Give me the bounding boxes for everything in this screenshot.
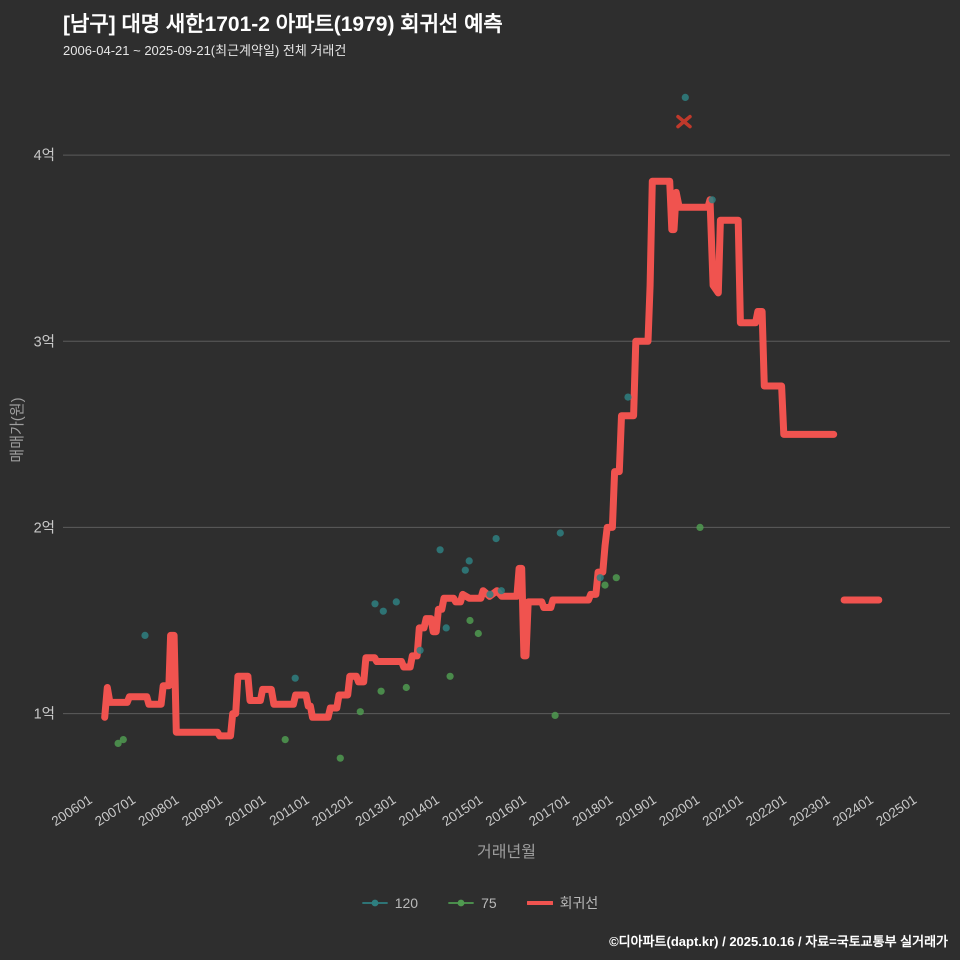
x-tick-label: 200701	[92, 792, 138, 829]
chart-legend: 120 75 회귀선	[0, 893, 960, 913]
x-tick-label: 202001	[656, 792, 702, 829]
x-tick-label: 201101	[267, 792, 312, 829]
x-tick-201201: 201201	[309, 792, 355, 829]
x-tick-201801: 201801	[570, 792, 616, 829]
scatter-point-120	[624, 393, 632, 401]
x-tick-202301: 202301	[787, 792, 833, 829]
scatter-point-120	[681, 93, 689, 101]
page-title: [남구] 대명 새한1701-2 아파트(1979) 회귀선 예측	[63, 13, 503, 36]
x-tick-201601: 201601	[483, 792, 529, 829]
x-tick-201501: 201501	[439, 792, 485, 829]
legend-label: 75	[481, 895, 497, 911]
y-tick-label: 2억	[34, 519, 55, 536]
x-tick-label: 201801	[570, 792, 616, 829]
scatter-point-75	[551, 711, 559, 720]
scatter-point-75	[114, 739, 122, 748]
scatter-point-75	[696, 523, 704, 532]
x-tick-200801: 200801	[136, 792, 182, 829]
x-tick-201701: 201701	[526, 792, 572, 829]
scatter-point-120	[486, 590, 494, 599]
x-tick-label: 200801	[136, 792, 182, 829]
legend-label: 120	[394, 895, 419, 911]
scatter-point-120	[461, 566, 469, 574]
x-tick-201001: 201001	[222, 792, 268, 829]
scatter-point-75	[377, 687, 385, 695]
x-tick-label: 202201	[743, 792, 789, 829]
scatter-point-120	[291, 674, 299, 682]
scatter-point-75	[281, 736, 289, 744]
x-tick-label: 201601	[483, 792, 529, 829]
scatter-point-120	[436, 546, 444, 554]
regression-line-segment-1	[101, 177, 838, 740]
scatter-point-120	[371, 600, 379, 608]
x-tick-label: 202501	[873, 792, 919, 829]
scatter-point-120	[416, 646, 424, 654]
y-tick-label: 3억	[34, 333, 55, 350]
x-tick-200601: 200601	[49, 792, 95, 829]
x-tick-201301: 201301	[353, 792, 399, 829]
x-tick-label: 201701	[526, 792, 572, 829]
scatter-point-120	[497, 587, 505, 595]
scatter-point-75	[356, 708, 364, 716]
legend-marker-icon	[361, 899, 388, 907]
scatter-point-120	[708, 196, 716, 204]
scatter-point-120	[465, 557, 473, 565]
footer-credit: ©디아파트(dapt.kr) / 2025.10.16 / 자료=국토교통부 실…	[609, 934, 948, 949]
scatter-point-75	[336, 754, 344, 762]
scatter-point-75	[612, 574, 620, 582]
x-tick-label: 202301	[787, 792, 833, 829]
legend-marker-icon	[526, 901, 553, 905]
x-tick-200901: 200901	[179, 792, 225, 829]
x-tick-label: 201901	[613, 792, 659, 829]
scatter-point-120	[556, 529, 564, 537]
x-tick-202001: 202001	[656, 792, 702, 829]
x-tick-label: 202401	[830, 792, 876, 829]
x-tick-label: 201401	[396, 792, 442, 829]
x-tick-label: 201301	[353, 792, 399, 829]
legend-label: 회귀선	[559, 895, 599, 911]
page-subtitle: 2006-04-21 ~ 2025-09-21(최근계약일) 전체 거래건	[63, 43, 347, 58]
scatter-point-120	[442, 624, 450, 632]
scatter-point-75	[601, 581, 609, 589]
x-tick-label: 201501	[439, 792, 485, 829]
scatter-point-75	[466, 616, 474, 625]
x-tick-label: 201001	[222, 792, 268, 829]
x-tick-201901: 201901	[613, 792, 659, 829]
y-tick-label: 1억	[34, 706, 55, 723]
legend-item-회귀선[interactable]: 회귀선	[526, 893, 599, 913]
x-tick-200701: 200701	[92, 792, 138, 829]
scatter-point-120	[379, 607, 387, 615]
prediction-point-x-icon	[676, 114, 692, 129]
x-tick-label: 202101	[700, 792, 746, 829]
x-tick-202101: 202101	[700, 792, 746, 829]
x-tick-201101: 201101	[267, 792, 312, 829]
x-tick-label: 200601	[49, 792, 95, 829]
scatter-point-120	[596, 574, 604, 582]
legend-marker-icon	[448, 899, 474, 907]
scatter-point-75	[446, 672, 454, 680]
x-tick-202201: 202201	[743, 792, 789, 829]
legend-item-75[interactable]: 75	[448, 895, 497, 911]
x-tick-201401: 201401	[396, 792, 442, 829]
x-tick-label: 201201	[309, 792, 355, 829]
y-tick-label: 4억	[34, 147, 55, 164]
legend-item-120[interactable]: 120	[361, 895, 419, 911]
x-axis-title: 거래년월	[477, 844, 536, 861]
x-tick-202401: 202401	[830, 792, 876, 829]
scatter-point-75	[474, 629, 482, 638]
scatter-point-120	[492, 535, 500, 543]
scatter-point-75	[119, 736, 127, 744]
scatter-point-120	[392, 598, 400, 606]
x-tick-202501: 202501	[873, 792, 919, 829]
scatter-point-75	[402, 683, 410, 692]
x-tick-label: 200901	[179, 792, 225, 829]
scatter-point-120	[141, 631, 149, 640]
